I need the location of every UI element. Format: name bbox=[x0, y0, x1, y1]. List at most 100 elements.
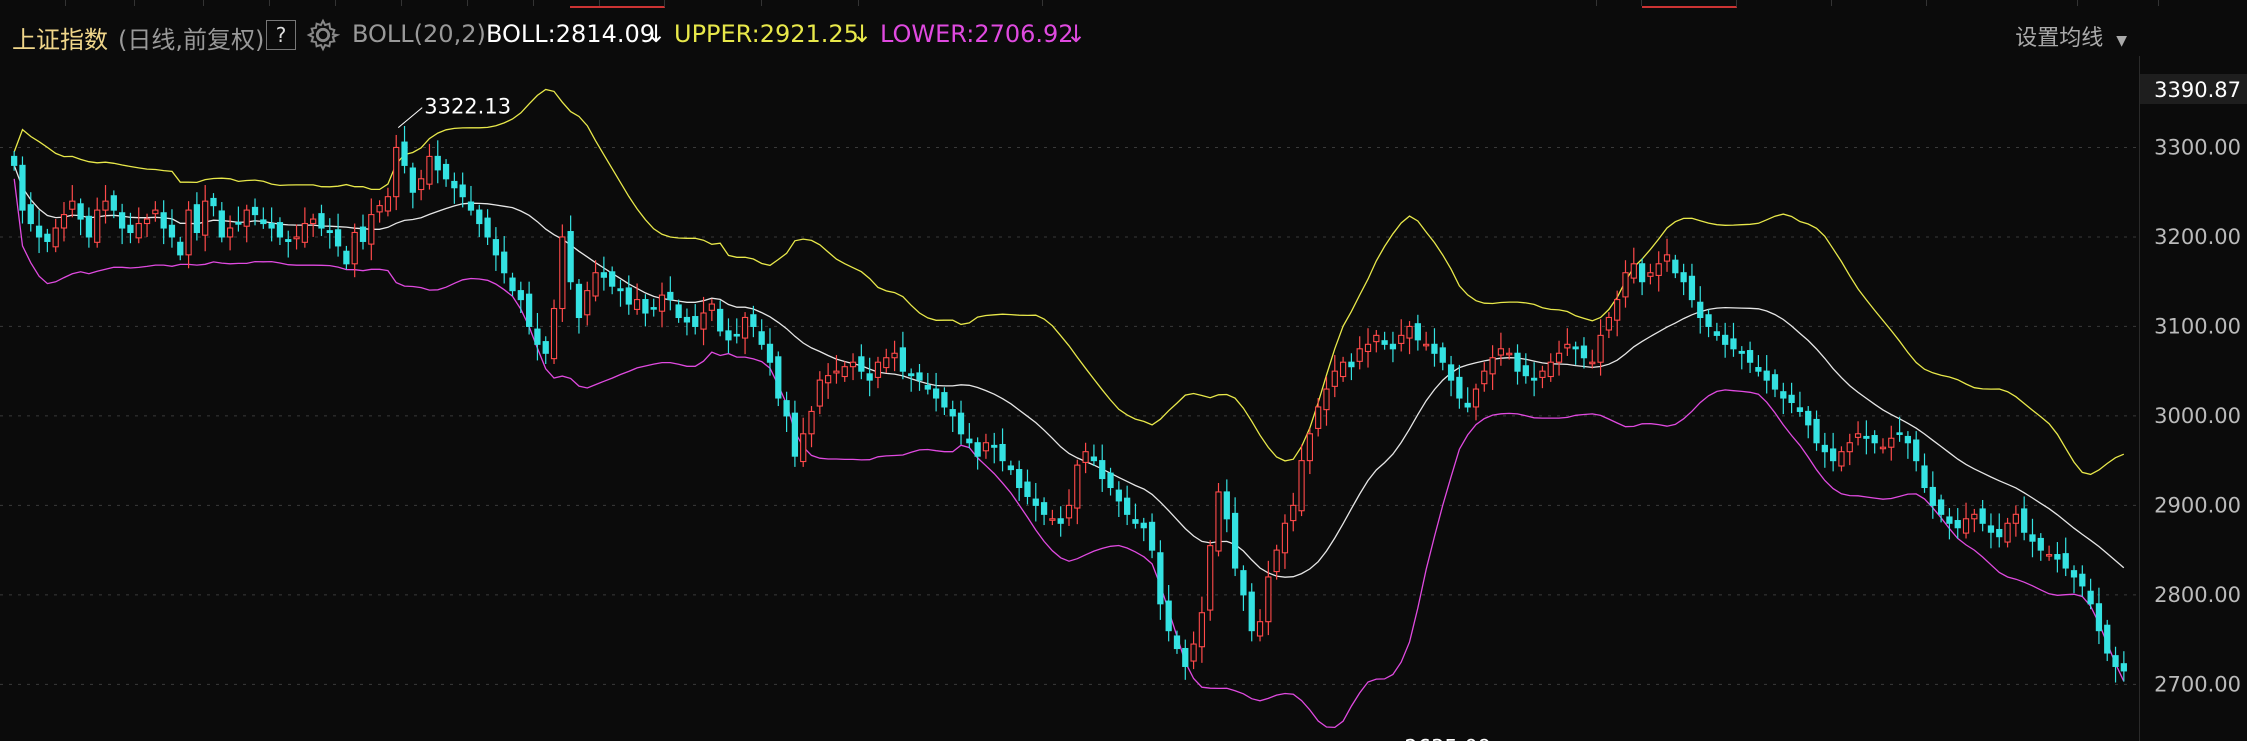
tab[interactable] bbox=[2078, 0, 2159, 6]
candle bbox=[218, 202, 225, 243]
candle-body bbox=[409, 167, 416, 193]
candle bbox=[235, 206, 242, 232]
candle bbox=[434, 140, 441, 184]
candle bbox=[1315, 398, 1322, 437]
tab[interactable] bbox=[1927, 0, 2078, 6]
candle bbox=[1140, 517, 1147, 542]
y-tick-label: 3300.00 bbox=[2154, 135, 2241, 159]
candle-body bbox=[1605, 316, 1613, 331]
top-price-label: 3390.87 bbox=[2154, 78, 2241, 102]
candle-body bbox=[1464, 402, 1471, 408]
candle-body bbox=[1090, 456, 1098, 462]
candle-body bbox=[168, 224, 176, 238]
tab[interactable] bbox=[336, 0, 402, 6]
tab[interactable] bbox=[0, 0, 66, 6]
candle-body bbox=[1431, 343, 1438, 354]
candle-body bbox=[268, 222, 275, 229]
candle bbox=[932, 372, 940, 412]
candle-body bbox=[891, 352, 898, 359]
candle bbox=[567, 215, 574, 290]
tab[interactable] bbox=[859, 0, 1043, 6]
candle bbox=[19, 156, 26, 224]
index-name[interactable]: 上证指数 bbox=[12, 26, 108, 54]
candle-body bbox=[658, 294, 666, 312]
candle bbox=[1190, 631, 1197, 670]
candle-body bbox=[692, 316, 699, 327]
candle-body bbox=[866, 373, 873, 381]
candle bbox=[1364, 328, 1372, 368]
candle-body bbox=[1074, 464, 1081, 509]
candle bbox=[1605, 312, 1613, 339]
upper-value: UPPER:2921.25 bbox=[674, 20, 859, 48]
candle-body bbox=[534, 328, 541, 345]
candle bbox=[2095, 587, 2103, 645]
indicator-name[interactable]: BOLL(20,2) bbox=[352, 20, 486, 48]
candle bbox=[1638, 258, 1646, 296]
candle bbox=[343, 245, 350, 270]
candle bbox=[609, 266, 616, 295]
candle-body bbox=[1306, 433, 1313, 462]
tab[interactable] bbox=[135, 0, 204, 6]
candle-body bbox=[1065, 504, 1073, 519]
tab[interactable] bbox=[204, 0, 270, 6]
candle-body bbox=[1447, 364, 1455, 381]
candle-body bbox=[750, 314, 757, 327]
candle bbox=[534, 313, 541, 361]
gear-icon[interactable] bbox=[306, 18, 340, 52]
settings-ma-button[interactable]: 设置均线 ▼ bbox=[2015, 20, 2127, 52]
candle bbox=[1339, 356, 1347, 382]
candle bbox=[1248, 583, 1255, 642]
candle-body bbox=[1954, 520, 1961, 529]
tab[interactable] bbox=[1550, 0, 1597, 6]
candle bbox=[1663, 238, 1671, 272]
help-icon[interactable]: ? bbox=[266, 20, 296, 50]
candle bbox=[1539, 365, 1546, 389]
price-axis: 2700.00 2800.00 2900.00 3000.00 3100.00 3200.… bbox=[2140, 74, 2247, 696]
tab[interactable] bbox=[534, 0, 600, 6]
candle bbox=[426, 143, 433, 190]
candle-body bbox=[1904, 435, 1912, 444]
tab[interactable] bbox=[1832, 0, 1927, 6]
candle-body bbox=[1522, 365, 1529, 377]
tab[interactable] bbox=[402, 0, 468, 6]
candle-body bbox=[1215, 491, 1222, 552]
candle bbox=[1256, 609, 1264, 642]
tab[interactable] bbox=[468, 0, 534, 6]
tab[interactable] bbox=[66, 0, 135, 6]
tab[interactable] bbox=[1597, 0, 1642, 6]
candle bbox=[1040, 497, 1048, 526]
candle bbox=[741, 312, 749, 355]
candle bbox=[1389, 331, 1397, 363]
tab-active[interactable] bbox=[570, 0, 665, 8]
candle-body bbox=[1248, 591, 1255, 632]
candle bbox=[1555, 340, 1563, 376]
candle bbox=[1148, 513, 1156, 559]
candle-body bbox=[1713, 331, 1720, 336]
candle-body bbox=[1680, 272, 1687, 283]
tab[interactable] bbox=[665, 0, 762, 6]
candle-body bbox=[260, 219, 267, 225]
candle bbox=[700, 296, 707, 346]
candle bbox=[1439, 342, 1446, 371]
candle-body bbox=[667, 291, 674, 301]
candle bbox=[1580, 337, 1588, 369]
candle-body bbox=[152, 209, 159, 215]
candle-body bbox=[35, 225, 43, 238]
caret-down-icon: ▼ bbox=[2116, 33, 2127, 49]
candle-body bbox=[1888, 437, 1895, 448]
tab[interactable] bbox=[1737, 0, 1832, 6]
candle bbox=[733, 318, 740, 344]
tab-active[interactable] bbox=[1642, 0, 1737, 8]
candle bbox=[44, 228, 51, 253]
candle-body bbox=[2070, 570, 2078, 578]
tab[interactable] bbox=[762, 0, 859, 6]
candle bbox=[1157, 540, 1164, 620]
y-tick-label: 2800.00 bbox=[2154, 583, 2241, 607]
candle bbox=[143, 213, 151, 237]
candle-body bbox=[11, 155, 18, 166]
candle-body bbox=[2012, 513, 2019, 524]
tab[interactable] bbox=[270, 0, 336, 6]
candle bbox=[2054, 542, 2061, 573]
candle bbox=[226, 215, 234, 251]
